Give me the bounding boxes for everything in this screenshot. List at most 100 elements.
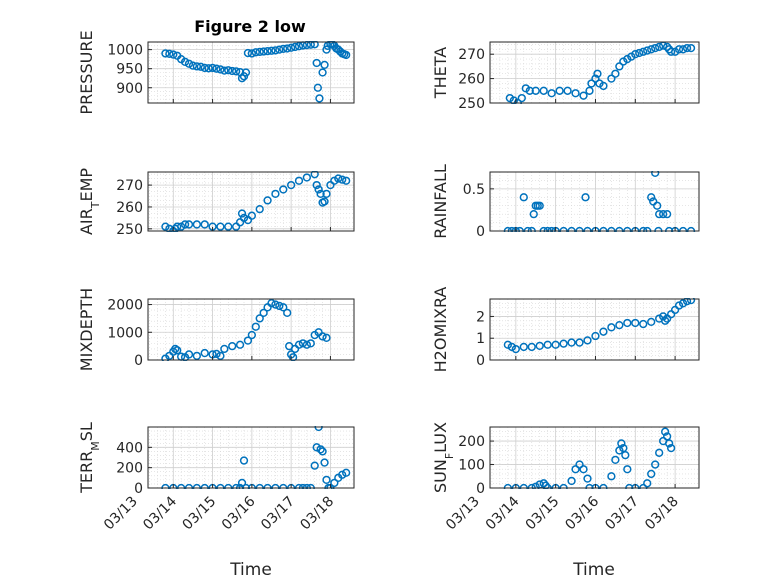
data-point <box>666 443 676 453</box>
data-point <box>647 193 656 202</box>
data-point <box>617 439 626 448</box>
data-point <box>583 474 592 483</box>
y-tick-label: 1000 <box>107 325 143 341</box>
data-point <box>165 224 174 232</box>
x-tick-label: 03/15 <box>523 494 563 534</box>
data-point <box>635 48 644 58</box>
data-point <box>631 50 640 59</box>
data-point <box>539 479 548 488</box>
data-point <box>259 308 268 318</box>
data-point <box>228 341 237 351</box>
y-tick-label: 900 <box>116 81 143 97</box>
data-point <box>591 331 600 341</box>
data-point <box>200 348 209 358</box>
data-point <box>173 346 182 355</box>
x-tick-label: 03/14 <box>140 493 180 533</box>
data-point <box>251 48 260 57</box>
data-point <box>169 50 178 59</box>
y-tick-label: 0 <box>476 224 485 240</box>
x-tick-label: 03/14 <box>483 493 523 533</box>
subplot-theta: 250 260 270 THETA <box>431 41 700 112</box>
axes-box <box>147 41 355 104</box>
data-point <box>306 339 315 348</box>
data-point <box>583 336 592 345</box>
data-point <box>581 193 590 202</box>
data-point <box>188 61 198 70</box>
data-point <box>682 298 692 306</box>
data-point <box>655 42 664 52</box>
subplot-mixdepth: 0 1000 2000 MIXDEPTH <box>77 288 355 371</box>
data-point <box>313 83 323 92</box>
data-point <box>251 322 260 331</box>
x-axis-label-left: Time <box>229 560 272 580</box>
data-point <box>196 62 205 71</box>
data-point <box>235 340 245 349</box>
plot-area <box>490 172 699 231</box>
data-point <box>286 180 296 190</box>
data-point <box>239 456 249 465</box>
data-point <box>659 209 668 219</box>
y-tick-label: 270 <box>458 47 485 63</box>
data-point <box>200 63 209 73</box>
data-point <box>575 338 584 347</box>
data-point <box>320 458 329 467</box>
data-point <box>511 344 520 354</box>
data-point <box>587 79 596 88</box>
data-point <box>316 189 325 199</box>
data-point <box>585 86 594 95</box>
data-point <box>571 89 580 98</box>
data-point <box>184 350 194 359</box>
data-point <box>599 81 608 91</box>
y-tick-label: 200 <box>116 461 143 477</box>
data-point <box>322 189 331 199</box>
x-tick-label: 03/16 <box>219 493 259 533</box>
data-point <box>621 451 630 460</box>
data-point <box>547 89 556 98</box>
data-point <box>527 342 536 352</box>
y-tick-label: 1 <box>476 331 485 347</box>
data-point <box>678 45 688 54</box>
data-point <box>678 299 688 308</box>
data-point <box>567 338 576 347</box>
subplot-rainfall: 0 0.5 RAINFALL <box>431 164 700 240</box>
data-point <box>607 472 616 481</box>
data-point <box>571 465 580 474</box>
data-point <box>315 94 324 103</box>
x-tick-label: 03/17 <box>258 494 298 534</box>
data-point <box>161 49 170 58</box>
y-tick-label: 250 <box>458 96 485 112</box>
y-axis-label: PRESSURE <box>77 30 96 114</box>
data-point <box>338 470 347 479</box>
data-point <box>302 340 312 349</box>
data-point <box>322 333 331 342</box>
data-point <box>591 74 600 83</box>
y-axis-label: TERRMSL <box>77 422 102 494</box>
data-point <box>224 222 233 231</box>
axes-box <box>489 41 700 104</box>
data-point <box>224 66 233 75</box>
data-point <box>267 46 276 55</box>
data-point <box>237 209 247 218</box>
data-point <box>279 44 288 54</box>
data-point <box>539 86 548 95</box>
data-point <box>283 44 292 53</box>
data-point <box>607 323 616 332</box>
data-point <box>643 46 652 55</box>
data-point <box>519 193 528 202</box>
data-point <box>543 340 552 349</box>
data-point <box>216 351 225 360</box>
data-point <box>310 171 319 179</box>
data-point <box>267 299 276 308</box>
data-point <box>247 49 257 58</box>
y-tick-label: 100 <box>458 458 485 474</box>
data-point <box>180 220 190 229</box>
data-point <box>662 209 672 219</box>
series-markers <box>503 298 696 354</box>
data-point <box>212 64 221 73</box>
subplot-pressure: 900 950 1000 PRESSURE <box>77 30 355 115</box>
y-tick-label: 0 <box>134 353 143 369</box>
